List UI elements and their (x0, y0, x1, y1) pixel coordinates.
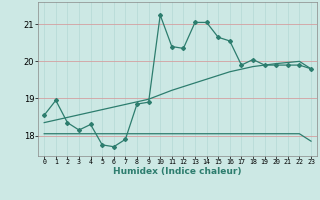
X-axis label: Humidex (Indice chaleur): Humidex (Indice chaleur) (113, 167, 242, 176)
